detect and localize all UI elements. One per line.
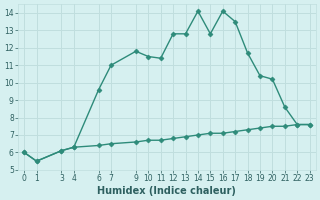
X-axis label: Humidex (Indice chaleur): Humidex (Indice chaleur): [98, 186, 236, 196]
